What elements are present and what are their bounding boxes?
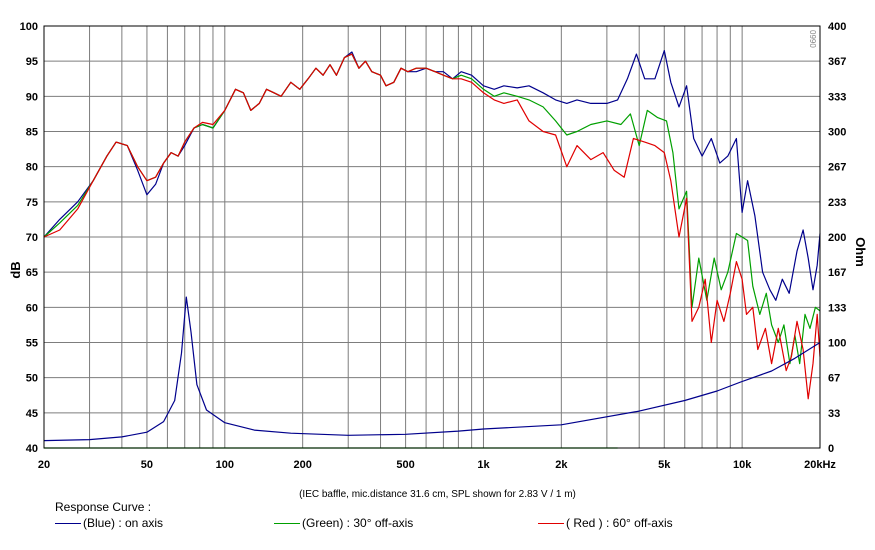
x-tick-label: 1k: [477, 459, 490, 471]
y-tick-label: 50: [26, 373, 38, 385]
y-tick-label: 45: [26, 408, 38, 420]
x-tick-label: 500: [396, 459, 414, 471]
y-tick-label: 100: [20, 21, 38, 33]
y-tick-label: 75: [26, 197, 38, 209]
y-tick-label: 90: [26, 91, 38, 103]
y2-tick-label: 200: [828, 232, 846, 244]
y-tick-label: 80: [26, 162, 38, 174]
x-tick-label: 20kHz: [804, 459, 836, 471]
legend-label-blue: (Blue) : on axis: [83, 516, 164, 530]
x-tick-label: 200: [293, 459, 311, 471]
legend-swatch-green: [274, 523, 300, 525]
y-tick-label: 70: [26, 232, 38, 244]
x-tick-label: 10k: [733, 459, 752, 471]
legend-title: Response Curve :: [55, 500, 152, 514]
series-line-3: [43, 296, 821, 442]
y-tick-label: 55: [26, 338, 38, 350]
x-tick-label: 20: [38, 459, 50, 471]
legend-item-blue: (Blue) : on axis: [55, 516, 163, 530]
x-tick-label: 50: [141, 459, 153, 471]
x-tick-label: 5k: [658, 459, 671, 471]
legend-item-red: ( Red ) : 60° off-axis: [538, 516, 673, 530]
y-axis-label: dB: [8, 261, 23, 278]
grid: [44, 26, 820, 448]
y-tick-label: 65: [26, 267, 38, 279]
y2-tick-label: 300: [828, 127, 846, 139]
y2-tick-label: 400: [828, 21, 846, 33]
y2-axis-label: Ohm: [853, 237, 868, 267]
y2-tick-label: 0: [828, 443, 834, 455]
x-tick-label: 100: [216, 459, 234, 471]
y2-tick-label: 333: [828, 92, 846, 104]
y2-tick-label: 67: [828, 372, 840, 384]
y-tick-label: 60: [26, 302, 38, 314]
measurement-note: (IEC baffle, mic.distance 31.6 cm, SPL s…: [299, 489, 576, 500]
x-tick-label: 2k: [555, 459, 568, 471]
legend-swatch-blue: [55, 523, 81, 525]
legend-label-green: (Green) : 30° off-axis: [302, 516, 414, 530]
y2-tick-label: 267: [828, 161, 846, 173]
series-line-2: [43, 53, 821, 400]
y2-tick-label: 233: [828, 197, 846, 209]
y2-tick-label: 367: [828, 56, 846, 68]
corner-tag: 0990: [808, 30, 817, 48]
y-tick-label: 85: [26, 127, 38, 139]
y-tick-label: 40: [26, 443, 38, 455]
tick-labels: 20 50 100 200 500 1k 2k 5k 10k 20kHz 40 45 50 55 60 65 7…: [20, 21, 847, 471]
legend-item-green: (Green) : 30° off-axis: [274, 516, 413, 530]
y2-tick-label: 100: [828, 338, 846, 350]
y2-tick-label: 133: [828, 303, 846, 315]
legend-label-red: ( Red ) : 60° off-axis: [566, 516, 673, 530]
y-tick-label: 95: [26, 56, 38, 68]
legend-swatch-red: [538, 523, 564, 525]
y2-tick-label: 167: [828, 267, 846, 279]
plot-border: [43, 25, 821, 449]
y2-tick-label: 33: [828, 408, 840, 420]
